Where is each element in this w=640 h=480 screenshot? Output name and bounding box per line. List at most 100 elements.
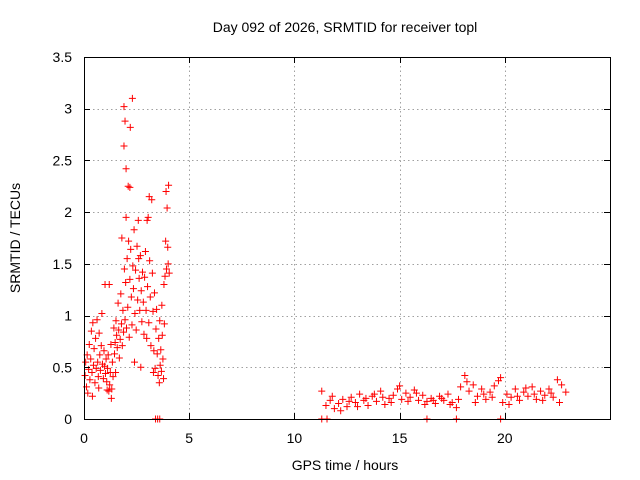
data-point: [429, 396, 437, 404]
data-point: [377, 387, 385, 395]
data-point: [137, 287, 145, 295]
data-point: [92, 364, 100, 372]
data-point: [155, 334, 163, 342]
data-point: [499, 398, 507, 406]
data-point: [471, 398, 479, 406]
data-point: [124, 303, 132, 311]
data-point: [136, 252, 144, 260]
data-point: [88, 368, 96, 376]
data-point: [128, 321, 136, 329]
data-point: [163, 204, 171, 212]
data-point: [107, 394, 115, 402]
data-point: [157, 346, 165, 354]
data-point: [158, 331, 166, 339]
data-point: [142, 306, 150, 314]
data-point: [127, 293, 135, 301]
data-point: [107, 341, 115, 349]
data-point: [111, 338, 119, 346]
data-point: [123, 255, 131, 263]
data-point: [118, 342, 126, 350]
data-point: [516, 396, 524, 404]
x-tick-labels: 0 5 10 15 20: [80, 430, 513, 446]
data-point: [337, 407, 345, 415]
data-point: [100, 347, 108, 355]
data-point: [121, 117, 129, 125]
data-point: [539, 396, 547, 404]
data-point: [145, 319, 153, 327]
data-point: [124, 182, 132, 190]
data-point: [473, 392, 481, 400]
data-point: [113, 344, 121, 352]
data-point: [120, 142, 128, 150]
data-point: [354, 403, 362, 411]
data-point: [412, 389, 420, 397]
data-point: [520, 388, 528, 396]
data-point: [362, 394, 370, 402]
data-point: [164, 243, 172, 251]
data-point: [556, 398, 564, 406]
data-point: [96, 351, 104, 359]
data-point: [90, 345, 98, 353]
data-point: [134, 296, 142, 304]
data-point: [150, 347, 158, 355]
data-point: [106, 381, 114, 389]
data-point: [122, 213, 130, 221]
data-point: [104, 351, 112, 359]
data-point: [160, 320, 168, 328]
data-point: [120, 103, 128, 111]
data-point: [330, 405, 338, 413]
data-point: [116, 335, 124, 343]
data-point: [94, 373, 102, 381]
data-point: [151, 364, 159, 372]
data-point: [86, 376, 94, 384]
data-point: [160, 281, 168, 289]
data-point: [127, 245, 135, 253]
data-point: [530, 390, 538, 398]
data-point: [549, 393, 557, 401]
data-point: [131, 310, 139, 318]
data-point: [96, 366, 104, 374]
data-point: [524, 392, 532, 400]
data-point: [120, 265, 128, 273]
x-axis-label: GPS time / hours: [292, 457, 399, 473]
data-point: [125, 237, 133, 245]
data-point: [87, 327, 95, 335]
data-point: [132, 326, 140, 334]
data-point: [143, 216, 151, 224]
y-tick-labels: 0 0.5 1 1.5 2 2.5 3 3.5: [53, 49, 73, 427]
data-point: [132, 266, 140, 274]
data-point: [339, 395, 347, 403]
data-point: [165, 269, 173, 277]
data-point: [129, 262, 137, 270]
data-point: [461, 372, 469, 380]
data-point: [326, 396, 334, 404]
data-point: [404, 397, 412, 405]
data-point: [147, 342, 155, 350]
data-point: [110, 324, 118, 332]
data-point: [141, 273, 149, 281]
data-point: [155, 379, 163, 387]
data-point: [322, 402, 330, 410]
data-point: [135, 255, 143, 263]
data-point: [136, 306, 144, 314]
y-tick-label: 3.5: [53, 49, 73, 65]
data-point: [95, 329, 103, 337]
data-point: [161, 272, 169, 280]
data-point: [164, 260, 172, 268]
data-point: [419, 391, 427, 399]
data-point: [389, 391, 397, 399]
data-point: [160, 375, 168, 383]
data-point: [103, 386, 111, 394]
data-point: [396, 382, 404, 390]
data-point: [455, 395, 463, 403]
data-point: [398, 395, 406, 403]
y-tick-label: 1: [64, 308, 72, 324]
data-point: [112, 368, 120, 376]
data-point: [98, 310, 106, 318]
data-point: [88, 392, 96, 400]
x-tick-label: 5: [185, 430, 193, 446]
data-point: [99, 375, 107, 383]
data-point: [385, 394, 393, 402]
data-point: [497, 374, 505, 382]
